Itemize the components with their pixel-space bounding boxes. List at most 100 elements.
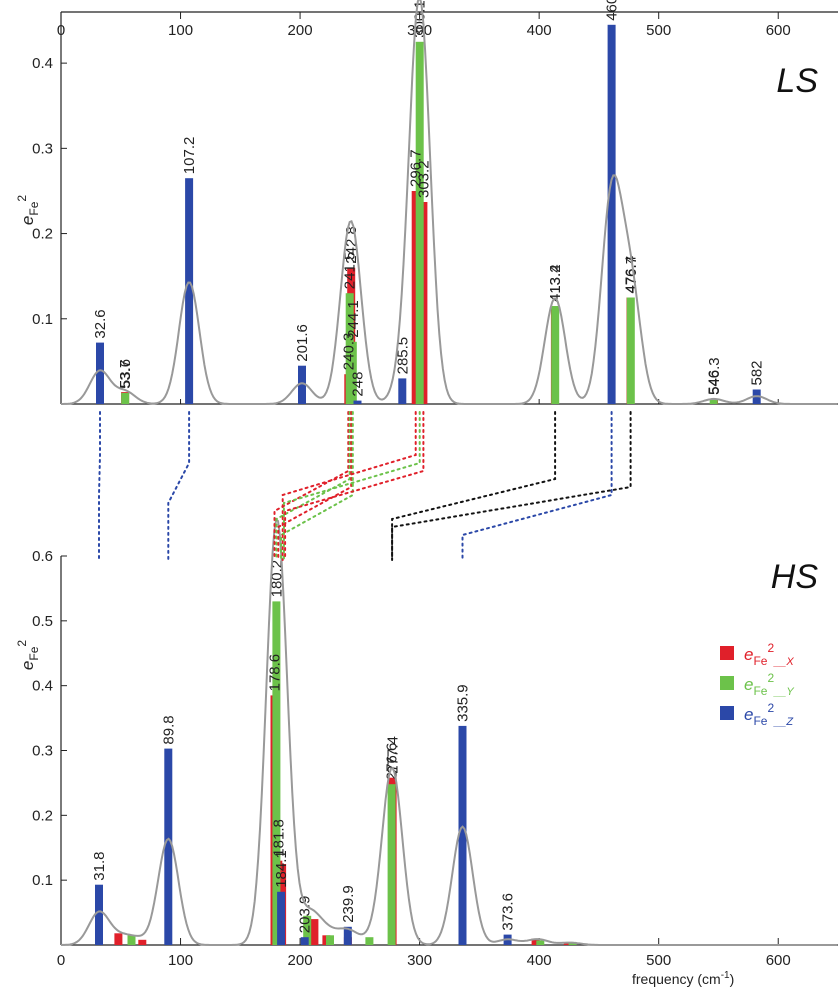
- legend-base: e: [744, 705, 753, 724]
- x-tick-label-top: 200: [288, 22, 313, 39]
- y-tick-label: 0.1: [32, 872, 53, 889]
- x-axis-label-sup: -1: [721, 970, 730, 981]
- legend-sub: Fe: [753, 684, 767, 698]
- y-tick-label: 0.5: [32, 613, 53, 630]
- legend-base: e: [744, 675, 753, 694]
- bar-value-label: 303.2: [415, 160, 432, 198]
- y-axis-label-base: e: [18, 661, 37, 670]
- mode-connector: [277, 411, 353, 561]
- mode-connector: [281, 411, 417, 561]
- y-tick-label: 0.2: [32, 226, 53, 243]
- y-axis-label-sub: Fe: [27, 201, 41, 215]
- y-tick-label: 0.4: [32, 55, 53, 72]
- envelope-curve-0: [61, 0, 838, 405]
- bar-x-HS: [563, 942, 572, 945]
- y-tick-label: 0.3: [32, 743, 53, 760]
- x-tick-label-top: 600: [766, 22, 791, 39]
- legend-swatch-z: [720, 706, 734, 720]
- mode-connector: [98, 411, 101, 561]
- y-tick-label: 0.1: [32, 311, 53, 328]
- bar-x-HS: [310, 919, 319, 945]
- y-axis-label: eFe2: [15, 195, 41, 225]
- envelope-curve-1: [60, 517, 838, 946]
- bar-y-LS: [121, 392, 130, 404]
- x-axis-label-close: ): [730, 971, 735, 987]
- x-tick-label: 100: [168, 952, 193, 969]
- legend-sup: 2: [767, 641, 774, 655]
- bar-value-label: 285.5: [394, 337, 411, 375]
- bar-value-label: 277.4: [385, 736, 402, 774]
- panel-title: HS: [771, 558, 819, 596]
- bar-z-LS: [185, 178, 194, 404]
- bar-value-label: 296.7: [408, 149, 425, 187]
- bar-value-label: 107.2: [181, 137, 198, 175]
- x-axis-label: frequency (cm-1): [632, 970, 734, 987]
- bar-y-LS: [626, 297, 635, 404]
- x-tick-label-top: 0: [57, 22, 65, 39]
- bar-z-LS: [398, 378, 407, 404]
- legend-swatch-x: [720, 646, 734, 660]
- mode-connector: [280, 411, 354, 561]
- y-axis-label-sub: Fe: [27, 646, 41, 660]
- mode-connector: [167, 411, 191, 561]
- mode-connector: [282, 411, 421, 561]
- panel-LS: 0.10.20.30.40 100 200 300 400 500 60032.653.65…: [15, 0, 838, 405]
- bar-value-label: 181.8: [270, 819, 287, 857]
- bar-z-HS: [277, 891, 286, 945]
- x-tick-label: 600: [766, 952, 791, 969]
- y-axis-label-sup: 2: [15, 640, 29, 647]
- legend-suffix: __X: [773, 656, 794, 668]
- y-axis-label-sup: 2: [15, 195, 29, 202]
- bar-x-HS: [138, 939, 147, 945]
- legend-sup: 2: [767, 671, 774, 685]
- legend-sub: Fe: [753, 654, 767, 668]
- bar-z-HS: [300, 937, 309, 945]
- mode-connector: [391, 411, 632, 561]
- bar-value-label: 89.8: [160, 715, 177, 744]
- legend-suffix: __Z: [773, 716, 794, 728]
- bar-y-HS: [303, 915, 312, 945]
- bar-x-HS: [531, 938, 540, 945]
- y-tick-label: 0.2: [32, 807, 53, 824]
- legend-label-z: eFe2__Z: [744, 701, 794, 728]
- bar-value-label: 582: [749, 360, 766, 385]
- x-tick-label-top: 400: [527, 22, 552, 39]
- bar-y-HS: [127, 935, 136, 945]
- bar-z-HS: [343, 926, 352, 945]
- bar-value-label: 335.9: [455, 684, 472, 722]
- mode-connector: [275, 411, 351, 561]
- bar-z-LS: [96, 342, 104, 404]
- mode-connector: [391, 411, 557, 561]
- panel-title: LS: [776, 62, 818, 100]
- legend-base: e: [744, 645, 753, 664]
- bar-z-LS: [353, 400, 362, 404]
- bar-value-label: 546: [706, 370, 723, 395]
- bar-y-HS: [326, 935, 334, 945]
- mode-connector: [284, 411, 425, 561]
- bar-value-label: 373.6: [500, 893, 517, 931]
- y-axis-label-base: e: [18, 216, 37, 225]
- bar-value-label: 201.6: [294, 324, 311, 362]
- y-axis-label: eFe2: [15, 640, 41, 670]
- legend-sup: 2: [767, 701, 774, 715]
- bar-value-label: 546.3: [706, 357, 723, 395]
- panel-HS: 0.1 0.2 0.3 0.4 0.5 0.6 0 100 200 300 400 500 600 31.…: [15, 548, 838, 969]
- bar-value-label: 178.6: [267, 654, 284, 692]
- legend-label-y: eFe2__Y: [744, 671, 794, 698]
- bar-value-label: 244.1: [345, 300, 362, 338]
- y-tick-label: 0.3: [32, 140, 53, 157]
- legend-suffix: __Y: [773, 686, 794, 698]
- bar-value-label: 31.8: [91, 851, 108, 880]
- bar-value-label: 184.1: [273, 850, 290, 888]
- bar-x-HS: [114, 933, 123, 945]
- bar-y-HS: [387, 784, 396, 945]
- x-tick-label: 500: [646, 952, 671, 969]
- x-tick-label: 0: [57, 952, 65, 969]
- mode-connector: [273, 411, 350, 561]
- bar-z-LS: [607, 24, 616, 405]
- x-tick-label-top: 300: [407, 22, 432, 39]
- bar-value-label: 276.6: [384, 743, 401, 781]
- x-tick-label: 200: [288, 952, 313, 969]
